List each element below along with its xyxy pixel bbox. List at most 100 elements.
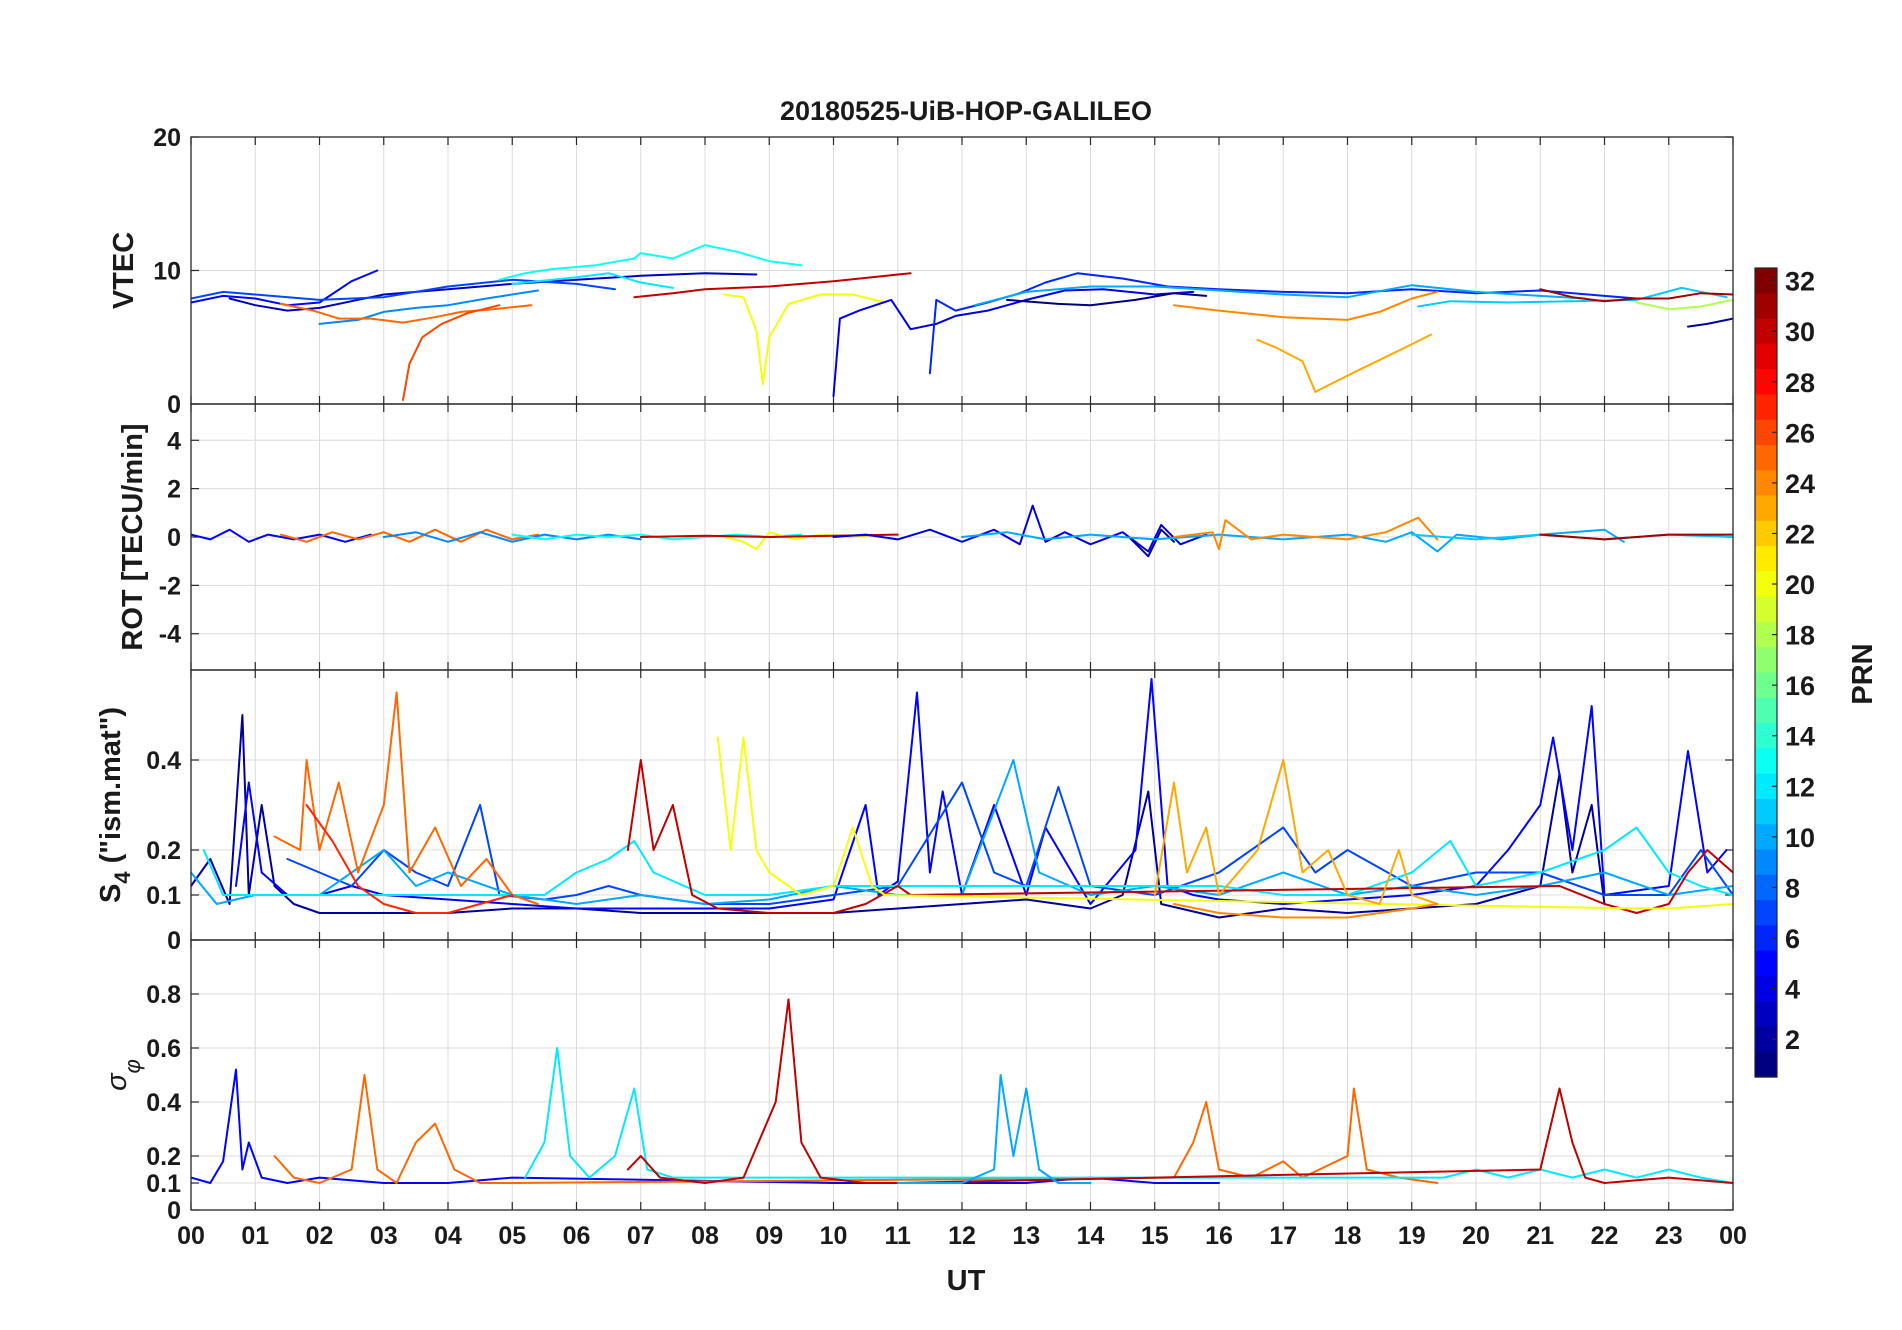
colorbar-tick-label: 2 (1785, 1025, 1800, 1055)
x-tick-label: 04 (434, 1222, 462, 1250)
x-tick-label: 00 (177, 1222, 205, 1250)
y-tick-label: 0 (167, 391, 181, 419)
series-line-prn-30 (626, 759, 1733, 914)
colorbar-tick-label: 20 (1785, 570, 1815, 600)
colorbar-segment (1755, 546, 1777, 572)
colorbar-segment (1755, 621, 1777, 648)
series-line-prn-25 (279, 528, 539, 543)
series-line-prn-30 (633, 272, 912, 299)
series-line-prn-9 (318, 289, 539, 325)
series-line-prn-10 (973, 284, 1587, 307)
colorbar-tick-label: 26 (1785, 418, 1815, 448)
x-tick-label: 12 (948, 1222, 976, 1250)
series-line-prn-2 (191, 714, 1606, 919)
y-tick-label: -2 (159, 572, 181, 600)
colorbar-tick-label: 18 (1785, 621, 1815, 651)
y-tick-label: 0.1 (146, 882, 181, 910)
colorbar-segment (1755, 343, 1777, 370)
panel-rot: -4 -2 0 2 4 ROT [TECU/min] (117, 403, 1734, 671)
chart-title: 20180525-UiB-HOP-GALILEO (780, 96, 1152, 126)
y-tick-label: 20 (153, 124, 181, 152)
colorbar-segment (1755, 444, 1777, 471)
series-line-prn-5 (191, 269, 379, 307)
x-tick-label: 08 (691, 1222, 719, 1250)
x-tick-label: 23 (1655, 1222, 1683, 1250)
y-axis-label: σφ (101, 1059, 145, 1091)
series-line-prn-1 (1006, 292, 1208, 307)
y-tick-label: 0.8 (146, 981, 181, 1009)
x-tick-label: 13 (1012, 1222, 1040, 1250)
y-tick-label: 0 (167, 927, 181, 955)
colorbar-segment (1755, 394, 1777, 421)
series-line-prn-20 (723, 293, 886, 385)
colorbar-segment (1755, 950, 1777, 977)
colorbar-tick-label: 24 (1785, 469, 1815, 499)
series-line-prn-24 (1173, 903, 1439, 919)
series-line-prn-12 (202, 826, 1733, 896)
series-line-prn-20 (716, 736, 1733, 910)
colorbar-tick-label: 14 (1785, 722, 1815, 752)
colorbar-segment (1755, 874, 1777, 901)
y-tick-label: 10 (153, 258, 181, 286)
series-line-prn-25 (273, 1074, 1439, 1184)
colorbar-segment (1755, 495, 1777, 522)
panel-sigma: 00.10.2 0.4 0.6 0.8 σφ (101, 939, 1734, 1225)
series-line-prn-5 (191, 1068, 1220, 1184)
y-tick-label: 4 (167, 427, 181, 455)
colorbar-segment (1755, 723, 1777, 749)
colorbar-segment (1755, 647, 1777, 674)
colorbar-tick-label: 8 (1785, 873, 1800, 903)
series-line-prn-27 (305, 804, 514, 914)
colorbar-tick-label: 6 (1785, 924, 1800, 954)
series-line-prn-23 (1256, 333, 1432, 393)
colorbar-segment (1755, 596, 1777, 623)
y-tick-label: 0 (167, 1197, 181, 1225)
x-tick-label: 17 (1269, 1222, 1297, 1250)
y-tick-label: 0.1 (146, 1170, 181, 1198)
series-line-prn-5 (191, 528, 372, 543)
series-group (191, 244, 1733, 401)
colorbar-segment (1755, 849, 1777, 876)
colorbar-frame (1754, 267, 1778, 1078)
colorbar-tick-label: 16 (1785, 671, 1815, 701)
colorbar-segment (1755, 798, 1777, 825)
x-axis-ticks: 00 01 02 03 04 05 06 07 08 09 10 11 12 13 14 15 16 17 18 19… (177, 1222, 1747, 1250)
x-tick-label: 05 (498, 1222, 526, 1250)
y-tick-label: 2 (167, 476, 181, 504)
colorbar-segment (1755, 419, 1777, 446)
series-line-prn-30 (626, 998, 1733, 1184)
colorbar-segment (1755, 1051, 1777, 1078)
series-line-prn-11 (1417, 286, 1728, 308)
panel-s4: 0 0.1 0.2 0.4 S4 ("ism.mat") (95, 669, 1734, 955)
colorbar-segment (1755, 369, 1777, 396)
colorbar-tick-label: 28 (1785, 368, 1815, 398)
x-tick-label: 01 (241, 1222, 269, 1250)
series-line-prn-26 (402, 304, 501, 401)
x-tick-label: 15 (1141, 1222, 1169, 1250)
colorbar-segment (1755, 697, 1777, 724)
colorbar-segment (1755, 748, 1777, 775)
x-tick-label: 07 (627, 1222, 655, 1250)
colorbar-segment (1755, 520, 1777, 547)
colorbar-segment (1755, 470, 1777, 497)
colorbar-segment (1755, 268, 1777, 294)
colorbar-tick-label: 4 (1785, 975, 1800, 1005)
series-line-prn-7 (191, 278, 616, 301)
x-axis-label: UT (947, 1265, 986, 1297)
colorbar-segment (1755, 318, 1777, 345)
series-group (191, 998, 1733, 1184)
x-tick-label: 22 (1591, 1222, 1619, 1250)
x-tick-label: 10 (820, 1222, 848, 1250)
colorbar-tick-label: 12 (1785, 772, 1815, 802)
x-tick-label: 02 (306, 1222, 334, 1250)
x-tick-label: 16 (1205, 1222, 1233, 1250)
y-tick-label: -4 (159, 621, 181, 649)
series-line-prn-31 (1539, 288, 1733, 303)
colorbar-segment (1755, 1026, 1777, 1053)
colorbar-segment (1755, 925, 1777, 952)
x-tick-label: 03 (370, 1222, 398, 1250)
series-line-prn-2 (1687, 317, 1733, 328)
